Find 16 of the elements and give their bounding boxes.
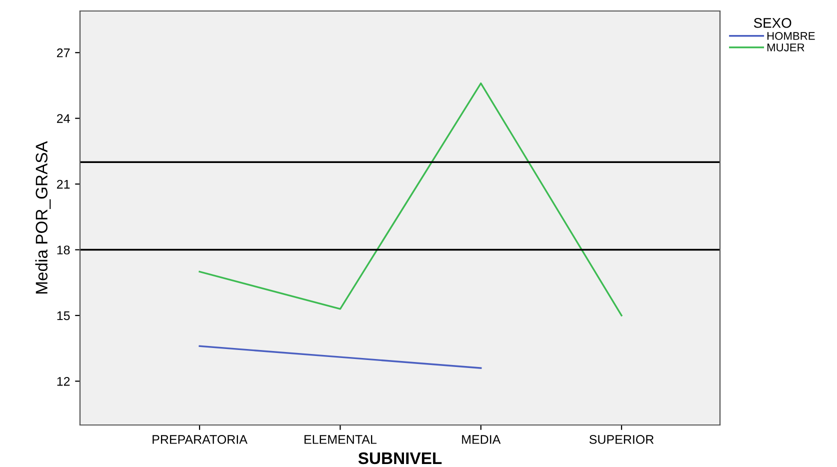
y-axis-title: Media POR_GRASA [35,141,51,294]
legend-title: SEXO [754,18,792,28]
x-axis-title: SUBNIVEL [358,452,442,464]
x-tick-label: MEDIA [462,435,501,444]
legend-label: HOMBRE [767,32,815,40]
y-tick-label: 18 [57,246,70,254]
x-tick-label: SUPERIOR [589,435,654,444]
line-series [198,82,622,316]
y-tick-label: 27 [57,48,70,58]
y-tick-label: 15 [57,311,70,320]
legend-label: MUJER [767,44,804,52]
y-tick-label: 24 [57,114,70,123]
y-tick-label: 12 [57,376,70,386]
x-tick-label: PREPARATORIA [152,435,248,444]
y-tick-label: 21 [57,180,70,189]
x-tick-label: ELEMENTAL [304,435,377,444]
